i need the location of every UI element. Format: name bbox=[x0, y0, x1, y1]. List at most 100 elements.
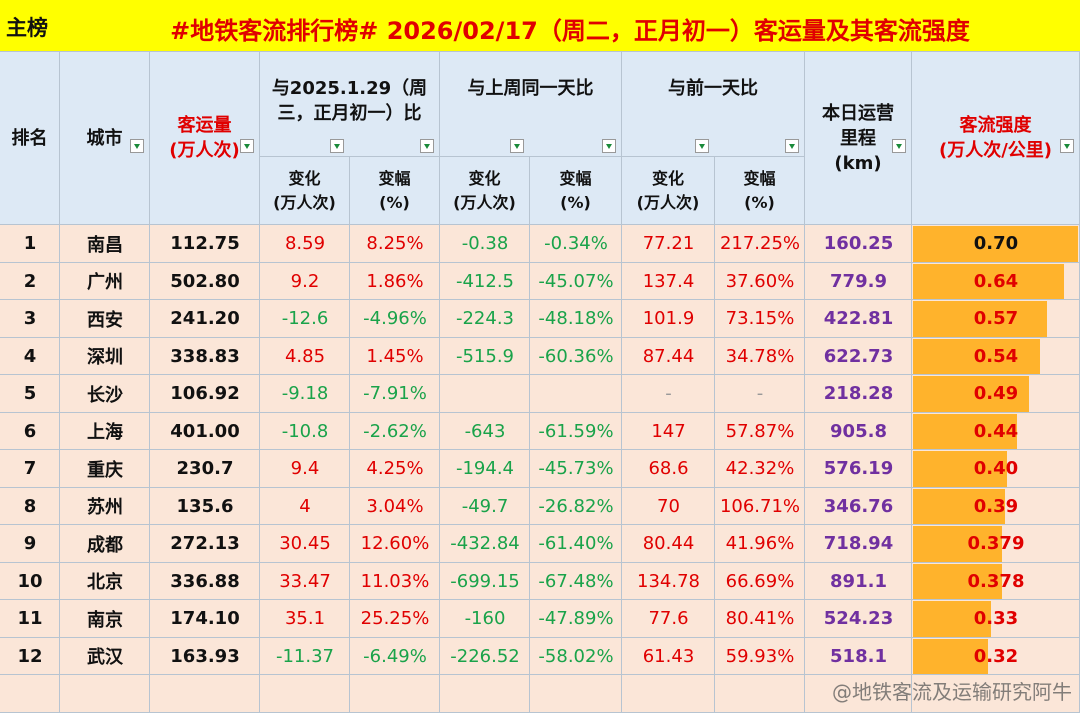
cell-text: 0.57 bbox=[973, 308, 1019, 330]
table-cell bbox=[805, 450, 912, 488]
cell-text: 401.00 bbox=[170, 420, 240, 442]
table-cell bbox=[150, 600, 260, 638]
table-cell bbox=[530, 600, 622, 638]
table-cell bbox=[715, 600, 805, 638]
table-cell bbox=[805, 637, 912, 675]
cell-text: 上海 bbox=[87, 422, 123, 444]
cell-text: 112.75 bbox=[170, 233, 240, 255]
cell-text: 9 bbox=[23, 533, 37, 555]
cell-text: -67.48% bbox=[538, 570, 614, 592]
cell-text: 4.25% bbox=[366, 458, 424, 480]
table-cell bbox=[715, 525, 805, 563]
table-cell bbox=[530, 525, 622, 563]
cell-text: 重庆 bbox=[87, 459, 123, 481]
table-cell bbox=[350, 562, 440, 600]
table-cell bbox=[805, 487, 912, 525]
table-cell bbox=[805, 300, 912, 338]
table-cell bbox=[350, 412, 440, 450]
table-cell bbox=[260, 300, 350, 338]
cell-text: 163.93 bbox=[170, 645, 240, 667]
table-cell bbox=[0, 262, 60, 300]
table-cell bbox=[715, 487, 805, 525]
cell-text: -12.6 bbox=[281, 308, 329, 330]
table-cell bbox=[260, 375, 350, 413]
table-cell bbox=[0, 600, 60, 638]
table-cell bbox=[622, 562, 715, 600]
intensity-bar bbox=[913, 226, 1078, 262]
cell-text: -61.59% bbox=[538, 420, 614, 442]
table-cell bbox=[260, 450, 350, 488]
cell-text: 218.28 bbox=[823, 383, 894, 405]
cell-text: 1 bbox=[23, 233, 37, 255]
intensity-bar bbox=[913, 526, 1003, 562]
cell-text: 8 bbox=[23, 495, 37, 517]
table-cell bbox=[805, 412, 912, 450]
cell-text: 成都 bbox=[87, 534, 123, 556]
cell-text: 南昌 bbox=[87, 234, 123, 256]
table-cell bbox=[440, 600, 530, 638]
sub-header: 变化 (万人次) bbox=[440, 157, 530, 225]
cell-text: 11 bbox=[17, 608, 43, 630]
table-cell bbox=[715, 262, 805, 300]
table-cell bbox=[260, 487, 350, 525]
table-cell bbox=[350, 337, 440, 375]
intensity-bar bbox=[913, 488, 1005, 524]
cell-text: 77.21 bbox=[642, 233, 695, 255]
table-cell bbox=[60, 675, 150, 713]
table-cell bbox=[260, 525, 350, 563]
filter-icon bbox=[510, 139, 524, 153]
table-cell bbox=[440, 225, 530, 263]
cell-text: 9.4 bbox=[290, 458, 320, 480]
table-cell bbox=[150, 450, 260, 488]
cell-text: -432.84 bbox=[450, 533, 520, 555]
table-cell bbox=[350, 675, 440, 713]
cell-text: 422.81 bbox=[823, 308, 894, 330]
cell-text: 0.70 bbox=[973, 233, 1019, 255]
table-cell bbox=[530, 637, 622, 675]
table-cell bbox=[715, 225, 805, 263]
cell-text: 9.2 bbox=[290, 270, 320, 292]
column-header: 城市 bbox=[60, 52, 150, 225]
cell-text: 12.60% bbox=[360, 533, 430, 555]
table-cell bbox=[440, 337, 530, 375]
table-cell bbox=[150, 375, 260, 413]
table-cell bbox=[440, 562, 530, 600]
cell-text: 718.94 bbox=[823, 533, 894, 555]
table-cell bbox=[530, 300, 622, 338]
cell-text: 37.60% bbox=[725, 270, 795, 292]
group-header: 与上周同一天比 bbox=[440, 52, 622, 157]
table-cell bbox=[60, 375, 150, 413]
table-cell bbox=[350, 262, 440, 300]
cell-text: 11.03% bbox=[360, 570, 430, 592]
table-cell bbox=[260, 600, 350, 638]
table-cell bbox=[0, 337, 60, 375]
column-header: 客流强度 (万人次/公里) bbox=[912, 52, 1080, 225]
cell-text: 59.93% bbox=[725, 645, 795, 667]
cell-text: -2.62% bbox=[363, 420, 427, 442]
cell-text: -48.18% bbox=[538, 308, 614, 330]
cell-text: 70 bbox=[657, 495, 680, 517]
cell-text: - bbox=[665, 383, 672, 405]
cell-text: 502.80 bbox=[170, 270, 240, 292]
cell-text: -6.49% bbox=[363, 645, 427, 667]
cell-text: -699.15 bbox=[450, 570, 520, 592]
table-cell bbox=[715, 450, 805, 488]
table-cell bbox=[150, 412, 260, 450]
column-header: 客运量 (万人次) bbox=[150, 52, 260, 225]
intensity-bar bbox=[913, 638, 989, 674]
cell-text: -58.02% bbox=[538, 645, 614, 667]
sub-header: 变化 (万人次) bbox=[260, 157, 350, 225]
table-cell bbox=[440, 300, 530, 338]
cell-text: 230.7 bbox=[176, 458, 234, 480]
cell-text: 217.25% bbox=[719, 233, 801, 255]
table-cell bbox=[715, 637, 805, 675]
table-cell bbox=[715, 375, 805, 413]
table-cell bbox=[530, 562, 622, 600]
table-cell bbox=[530, 412, 622, 450]
cell-text: 160.25 bbox=[823, 233, 894, 255]
table-cell bbox=[622, 262, 715, 300]
cell-text: 905.8 bbox=[830, 420, 887, 442]
table-cell bbox=[150, 562, 260, 600]
sub-header: 变幅 (%) bbox=[350, 157, 440, 225]
cell-text: 3 bbox=[23, 308, 37, 330]
